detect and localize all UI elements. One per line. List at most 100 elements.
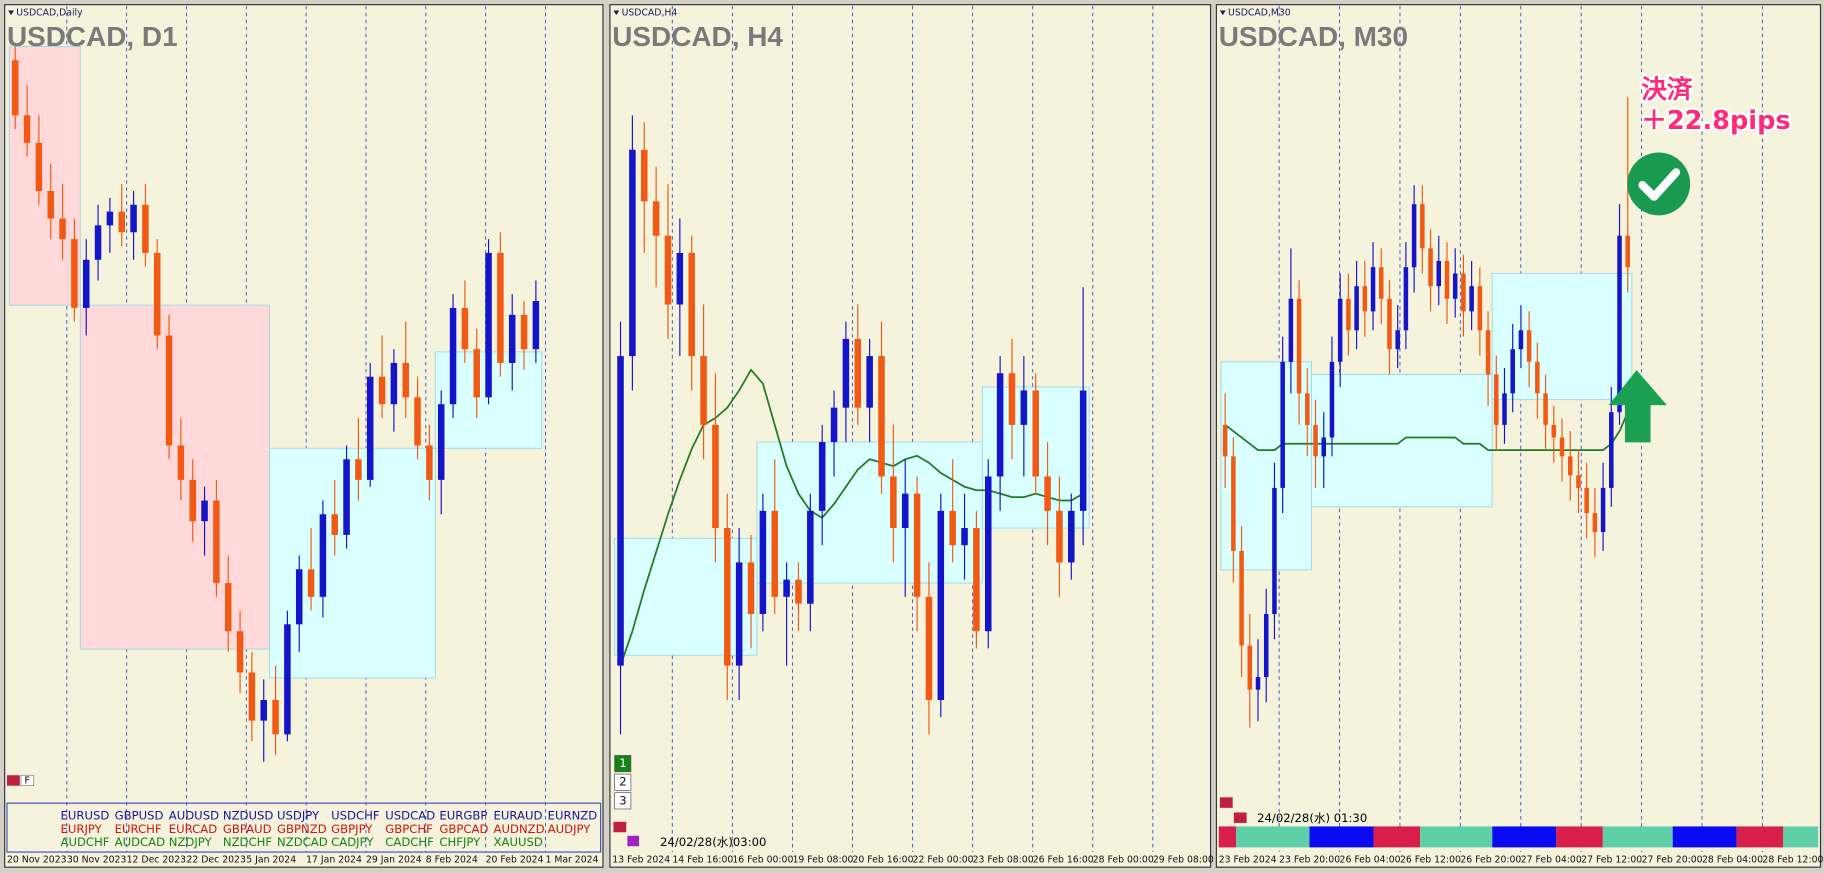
candle-body <box>688 252 695 357</box>
candle-body <box>71 239 78 308</box>
signal-bar <box>1672 826 1737 848</box>
x-axis-label: 16 Feb 00:00 <box>732 855 793 866</box>
symbol-button[interactable]: AUDNZD <box>494 822 545 836</box>
candle-body <box>700 356 707 425</box>
candle-body <box>735 562 743 666</box>
candle-body <box>1378 267 1384 299</box>
candle-body <box>961 528 968 546</box>
template-button[interactable] <box>614 792 632 810</box>
signal-bar <box>1420 826 1493 848</box>
close-button[interactable] <box>613 821 627 833</box>
template-button[interactable] <box>614 755 632 773</box>
candle-body <box>1436 260 1442 287</box>
candle-body <box>1305 393 1310 425</box>
zone <box>614 537 758 656</box>
candle-body <box>1296 298 1302 394</box>
x-axis-label: 26 Feb 12:00 <box>1400 855 1461 866</box>
symbol-button[interactable]: GBPCHF <box>385 822 433 836</box>
candle-body <box>319 514 327 597</box>
candle-body <box>295 569 303 625</box>
signal-bar <box>1492 826 1557 848</box>
x-axis-label: 19 Feb 08:00 <box>792 855 853 866</box>
symbol-button[interactable]: XAUUSD <box>494 835 543 849</box>
candle-body <box>640 149 648 202</box>
symbol-button[interactable]: USDCAD <box>385 808 435 822</box>
candle-body <box>473 349 480 398</box>
symbol-button[interactable]: USDCHF <box>331 808 380 822</box>
candle-body <box>1600 487 1606 533</box>
symbol-button[interactable]: NZDCAD <box>277 835 328 849</box>
zone <box>1491 273 1633 401</box>
candle-body <box>437 404 445 480</box>
symbol-button[interactable]: AUDCAD <box>115 835 165 849</box>
symbol-button[interactable]: USDJPY <box>277 808 320 822</box>
zone <box>756 441 983 584</box>
candle-body <box>11 60 19 116</box>
candle-body <box>1008 373 1016 425</box>
symbol-button[interactable]: EURUSD <box>61 808 110 822</box>
x-axis-label: 17 Jan 2024 <box>306 855 362 866</box>
symbol-button[interactable]: NZDCHF <box>223 835 272 849</box>
symbol-button[interactable]: GBPUSD <box>115 808 164 822</box>
candle-body <box>1362 286 1368 312</box>
symbol-button[interactable]: CADJPY <box>331 835 374 849</box>
symbol-button[interactable]: EURJPY <box>61 822 103 836</box>
candle-body <box>153 252 161 336</box>
panel-button[interactable] <box>20 774 35 786</box>
candle-body <box>461 307 469 350</box>
close-button[interactable] <box>6 775 20 786</box>
symbol-button[interactable]: CADCHF <box>385 835 434 849</box>
candle-body <box>366 376 374 480</box>
x-axis-label: 27 Feb 04:00 <box>1521 855 1582 866</box>
candle-body <box>1329 361 1335 438</box>
candle-body <box>177 445 185 480</box>
symbol-button[interactable]: NZDUSD <box>223 808 273 822</box>
signal-bar <box>1218 826 1237 848</box>
symbol-button[interactable]: GBPJPY <box>331 822 373 836</box>
candle-body <box>1518 330 1524 350</box>
candle-body <box>1567 456 1573 476</box>
candle-body <box>949 510 956 546</box>
candle-body <box>771 510 779 597</box>
candle-body <box>1576 475 1581 488</box>
chart-label: USDCAD,M30 <box>1228 7 1291 18</box>
close-button[interactable] <box>1219 797 1233 808</box>
x-axis-label: 20 Feb 2024 <box>486 855 544 866</box>
candle-body <box>1543 393 1548 425</box>
zone <box>8 46 81 306</box>
candle-body <box>795 579 802 604</box>
candle-body <box>520 314 528 350</box>
menu-arrow <box>8 10 14 16</box>
symbol-button[interactable]: AUDJPY <box>548 822 592 836</box>
template-button[interactable] <box>614 773 632 791</box>
candle-body <box>664 235 672 305</box>
candle-body <box>1625 235 1630 268</box>
close-button[interactable] <box>1233 812 1247 823</box>
symbol-button[interactable]: CHFJPY <box>439 835 481 849</box>
candle-body <box>1444 260 1450 299</box>
symbol-button[interactable]: EURGBP <box>439 808 487 822</box>
x-axis-label: 1 Mar 2024 <box>545 855 598 866</box>
x-axis-label: 30 Nov 2023 <box>67 855 127 866</box>
candle-body <box>284 624 291 735</box>
symbol-button[interactable]: EURAUD <box>494 808 543 822</box>
symbol-button[interactable]: EURCAD <box>169 822 217 836</box>
symbol-button[interactable]: GBPNZD <box>277 822 327 836</box>
x-axis-label: 20 Nov 2023 <box>7 855 67 866</box>
symbol-button[interactable]: GBPCAD <box>439 822 488 836</box>
candle-body <box>1020 390 1028 425</box>
symbol-button[interactable]: AUDUSD <box>169 808 219 822</box>
symbol-button[interactable]: EURCHF <box>115 822 162 836</box>
symbol-button[interactable]: EURNZD <box>548 808 598 822</box>
symbol-button[interactable]: AUDCHF <box>61 835 110 849</box>
x-axis-label: 20 Feb 16:00 <box>853 855 914 866</box>
candle-body <box>913 493 921 597</box>
symbol-button[interactable]: GBPAUD <box>223 822 272 836</box>
toggle-button[interactable] <box>627 835 640 847</box>
candle-body <box>1272 487 1277 615</box>
panel-button-label: F <box>24 776 29 787</box>
signal-bar <box>1236 826 1310 848</box>
symbol-button[interactable]: NZDJPY <box>169 835 213 849</box>
candle-body <box>1247 645 1253 690</box>
